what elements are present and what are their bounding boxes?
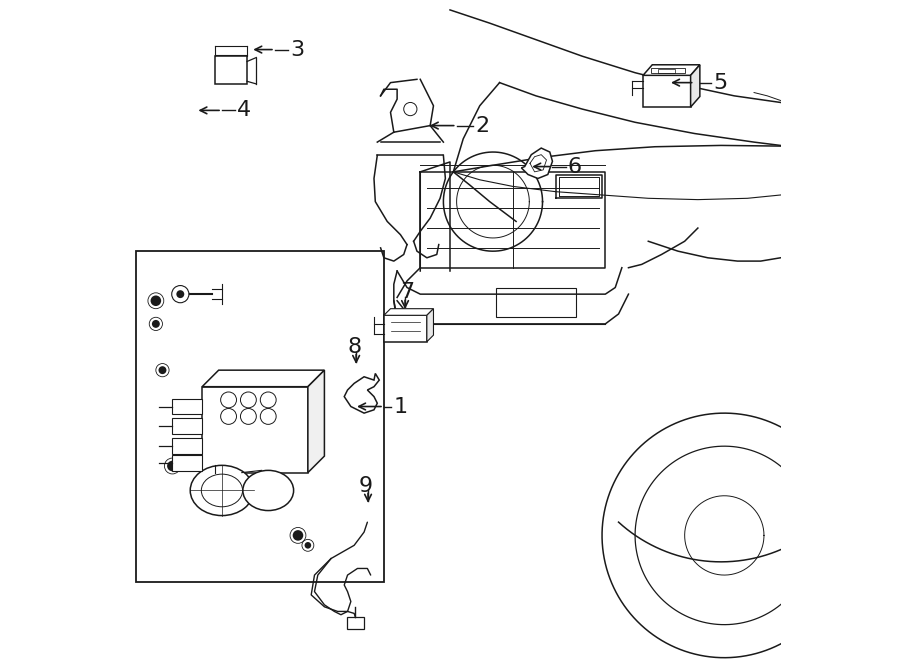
Text: 8: 8 (347, 337, 362, 357)
Polygon shape (643, 65, 700, 75)
Circle shape (304, 542, 311, 549)
Polygon shape (202, 370, 324, 387)
Bar (173, 438, 202, 454)
Circle shape (158, 366, 166, 374)
Ellipse shape (243, 471, 293, 510)
Text: 7: 7 (400, 282, 415, 302)
Bar (215, 56, 248, 84)
Bar (202, 387, 308, 473)
Polygon shape (344, 373, 379, 413)
Circle shape (167, 461, 177, 471)
Polygon shape (521, 148, 553, 178)
Text: 6: 6 (568, 157, 581, 176)
Text: 5: 5 (713, 73, 727, 93)
Circle shape (172, 286, 189, 303)
Text: 4: 4 (238, 100, 251, 120)
Text: 2: 2 (475, 116, 490, 136)
Text: 9: 9 (359, 476, 373, 496)
Polygon shape (427, 309, 434, 342)
Polygon shape (690, 65, 700, 107)
Circle shape (292, 530, 303, 541)
Bar (651, 68, 685, 73)
Bar (173, 399, 202, 414)
Bar (136, 251, 384, 582)
Text: 1: 1 (394, 397, 408, 416)
Bar (496, 288, 576, 317)
Text: 3: 3 (290, 40, 304, 59)
Polygon shape (384, 309, 434, 315)
Bar (643, 75, 690, 107)
Polygon shape (308, 370, 324, 473)
Ellipse shape (190, 465, 254, 516)
Bar (173, 418, 202, 434)
Bar (346, 617, 364, 629)
Bar (173, 455, 202, 471)
Bar (384, 315, 427, 342)
Circle shape (176, 290, 184, 298)
Bar (658, 69, 675, 73)
Circle shape (150, 295, 161, 306)
Circle shape (152, 320, 160, 328)
